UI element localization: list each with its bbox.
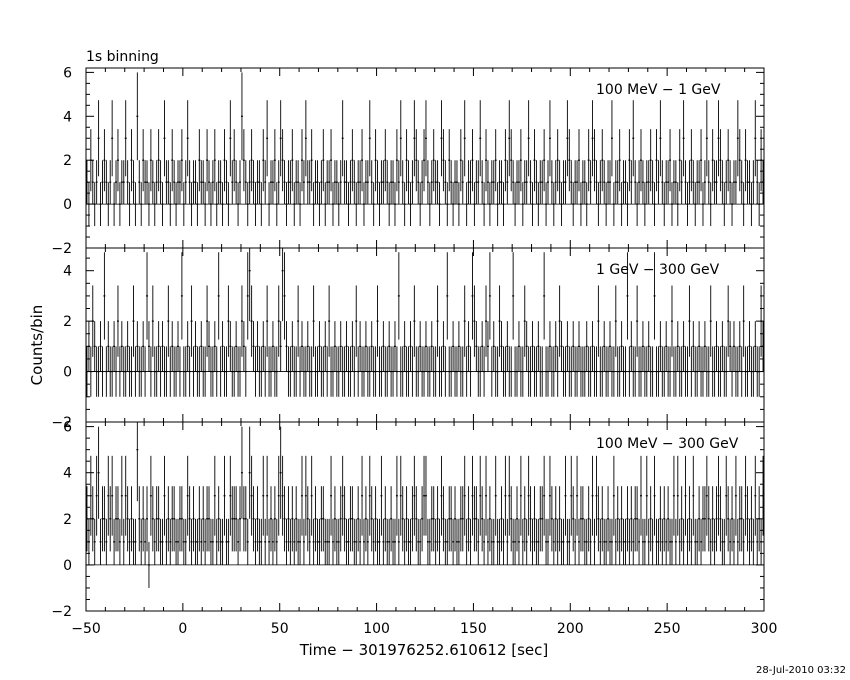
- x-tick-label: 50: [271, 621, 289, 637]
- y-tick-label: −2: [51, 415, 72, 431]
- y-tick-label: 0: [63, 365, 72, 381]
- y-tick-label: 2: [63, 512, 72, 528]
- energy-band-label: 100 MeV − 300 GeV: [596, 436, 739, 452]
- y-tick-label: 6: [63, 65, 72, 81]
- x-tick-label: 100: [363, 621, 390, 637]
- y-tick-label: 2: [63, 314, 72, 330]
- x-tick-label: 250: [654, 621, 681, 637]
- x-tick-label: 150: [460, 621, 487, 637]
- y-tick-label: 4: [63, 264, 72, 280]
- series-2: [86, 248, 764, 397]
- series-3: [86, 422, 764, 588]
- binning-label: 1s binning: [86, 49, 159, 65]
- x-tick-label: 300: [751, 621, 778, 637]
- y-tick-label: −2: [51, 604, 72, 620]
- y-tick-label: 4: [63, 109, 72, 125]
- x-tick-label: 200: [557, 621, 584, 637]
- x-axis-label: Time − 301976252.610612 [sec]: [299, 641, 549, 659]
- x-tick-label: −50: [71, 621, 101, 637]
- panels-group: −2 0 2 4 6 100 MeV − 1 GeV −2 0 2 4 1 GeV − 300 Ge…: [51, 65, 778, 637]
- y-tick-label: 6: [63, 420, 72, 436]
- y-tick-label: 0: [63, 558, 72, 574]
- date-stamp: 28-Jul-2010 03:32: [756, 665, 846, 676]
- panel-1: −2 0 2 4 6 100 MeV − 1 GeV: [51, 65, 765, 257]
- panel-2: −2 0 2 4 1 GeV − 300 GeV: [51, 247, 765, 431]
- energy-band-label: 100 MeV − 1 GeV: [596, 82, 721, 98]
- energy-band-label: 1 GeV − 300 GeV: [596, 262, 720, 278]
- panel-frame: [85, 421, 765, 612]
- y-tick-label: 2: [63, 153, 72, 169]
- y-axis-label: Counts/bin: [28, 305, 46, 386]
- y-tick-label: 4: [63, 466, 72, 482]
- y-tick-label: 0: [63, 197, 72, 213]
- panel-3: −2 0 2 4 6 100 MeV − 300 GeV: [51, 420, 765, 620]
- y-tick-label: −2: [51, 241, 72, 257]
- x-tick-label: 0: [178, 621, 187, 637]
- series-1: [86, 72, 764, 227]
